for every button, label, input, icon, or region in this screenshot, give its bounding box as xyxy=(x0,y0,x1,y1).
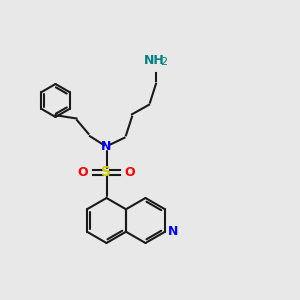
Text: NH: NH xyxy=(144,55,165,68)
Text: N: N xyxy=(168,225,178,238)
Text: O: O xyxy=(124,166,135,179)
Text: O: O xyxy=(78,166,88,179)
Text: 2: 2 xyxy=(160,58,167,68)
Text: S: S xyxy=(101,166,112,179)
Text: N: N xyxy=(101,140,112,154)
